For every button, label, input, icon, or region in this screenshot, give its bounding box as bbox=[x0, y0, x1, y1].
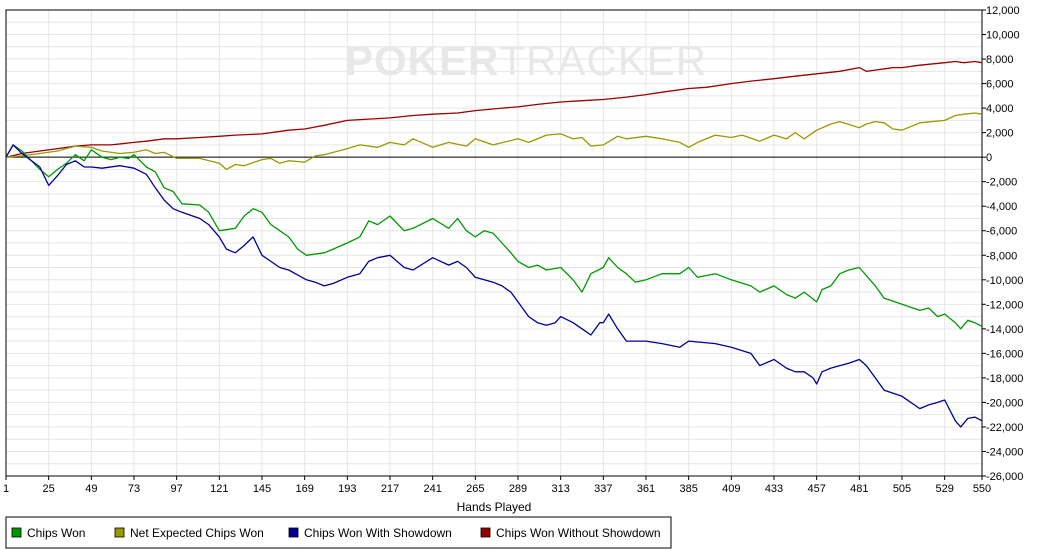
legend-swatch bbox=[11, 527, 22, 538]
y-tick-label: 4,000 bbox=[986, 103, 1014, 115]
y-tick-label: -10,000 bbox=[986, 275, 1023, 287]
y-tick-label: -18,000 bbox=[986, 373, 1023, 385]
x-tick-label: 169 bbox=[295, 483, 313, 495]
y-tick-label: -22,000 bbox=[986, 422, 1023, 434]
x-axis-label: Hands Played bbox=[457, 500, 532, 514]
y-tick-label: 12,000 bbox=[986, 5, 1020, 17]
x-tick-label: 73 bbox=[128, 483, 140, 495]
series-lines bbox=[5, 60, 983, 428]
x-tick-label: 409 bbox=[722, 483, 740, 495]
x-tick-label: 97 bbox=[171, 483, 183, 495]
y-tick-label: -20,000 bbox=[986, 397, 1023, 409]
watermark-text: POKERTRACKER bbox=[345, 37, 707, 84]
y-axis-ticks: 12,000 10,000 8,000 6,000 4,000 2,000 0 -2,000 -… bbox=[982, 5, 1023, 483]
legend-label: Chips Won bbox=[27, 526, 85, 540]
x-tick-label: 313 bbox=[551, 483, 569, 495]
legend-label: Chips Won Without Showdown bbox=[496, 526, 661, 540]
y-tick-label: -26,000 bbox=[986, 471, 1023, 483]
x-axis-ticks: 1 25 49 73 97 121 145 169 193 217 241 265 289 313 337 3… bbox=[3, 476, 991, 495]
y-tick-label: -4,000 bbox=[986, 201, 1017, 213]
x-tick-label: 385 bbox=[679, 483, 697, 495]
x-tick-label: 241 bbox=[423, 483, 441, 495]
x-tick-label: 145 bbox=[253, 483, 271, 495]
y-tick-label: 6,000 bbox=[986, 79, 1014, 91]
legend-swatch bbox=[480, 527, 491, 538]
x-tick-label: 49 bbox=[85, 483, 97, 495]
y-tick-label: 8,000 bbox=[986, 54, 1014, 66]
series-line-chips-won-with-showdown bbox=[5, 144, 983, 428]
x-tick-label: 337 bbox=[594, 483, 612, 495]
x-tick-label: 457 bbox=[807, 483, 825, 495]
x-tick-label: 217 bbox=[381, 483, 399, 495]
x-tick-label: 529 bbox=[935, 483, 953, 495]
x-tick-label: 505 bbox=[893, 483, 911, 495]
legend-swatch bbox=[114, 527, 125, 538]
y-tick-label: -14,000 bbox=[986, 324, 1023, 336]
y-tick-label: 2,000 bbox=[986, 128, 1014, 140]
y-tick-label: -6,000 bbox=[986, 226, 1017, 238]
y-tick-label: -12,000 bbox=[986, 299, 1023, 311]
series-line-net-expected-chips-won bbox=[5, 112, 983, 171]
watermark: POKERTRACKER bbox=[345, 37, 707, 84]
x-tick-label: 193 bbox=[338, 483, 356, 495]
series-line-chips-won bbox=[5, 144, 983, 330]
y-tick-label: -16,000 bbox=[986, 348, 1023, 360]
y-tick-label: -2,000 bbox=[986, 177, 1017, 189]
plot-frame bbox=[5, 9, 983, 477]
x-tick-label: 1 bbox=[3, 483, 9, 495]
x-tick-label: 121 bbox=[210, 483, 228, 495]
y-tick-label: 0 bbox=[986, 152, 992, 164]
x-tick-label: 25 bbox=[43, 483, 55, 495]
x-tick-label: 481 bbox=[850, 483, 868, 495]
x-tick-label: 550 bbox=[973, 483, 991, 495]
y-tick-label: -8,000 bbox=[986, 250, 1017, 262]
x-tick-label: 289 bbox=[509, 483, 527, 495]
legend-label: Net Expected Chips Won bbox=[130, 526, 264, 540]
legend: Chips Won Net Expected Chips Won Chips Won… bbox=[5, 516, 672, 549]
y-tick-label: 10,000 bbox=[986, 30, 1020, 42]
y-tick-label: -24,000 bbox=[986, 446, 1023, 458]
legend-swatch bbox=[288, 527, 299, 538]
x-tick-label: 265 bbox=[466, 483, 484, 495]
x-tick-label: 361 bbox=[637, 483, 655, 495]
legend-label: Chips Won With Showdown bbox=[304, 526, 452, 540]
x-tick-label: 433 bbox=[765, 483, 783, 495]
series-line-chips-won-without-showdown bbox=[5, 60, 983, 158]
